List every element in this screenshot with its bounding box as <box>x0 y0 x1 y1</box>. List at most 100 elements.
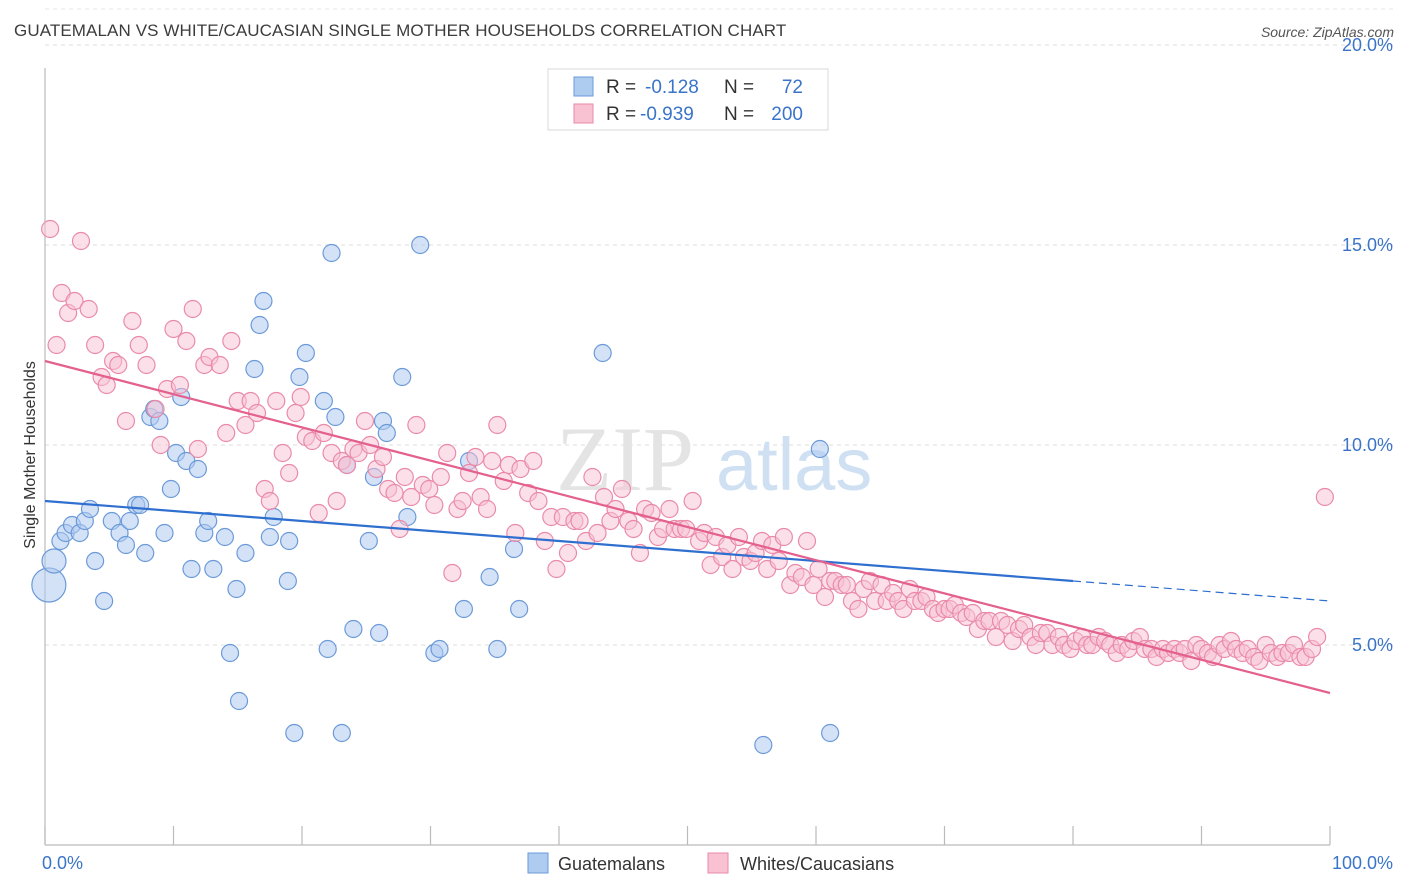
point-whites-11 <box>109 355 128 375</box>
point-guatemalans-25 <box>182 559 201 579</box>
point-whites-2 <box>52 283 71 303</box>
point-whites-28 <box>222 331 241 351</box>
point-whites-19 <box>164 319 183 339</box>
point-whites-22 <box>183 299 202 319</box>
point-guatemalans-39 <box>264 507 283 527</box>
point-guatemalans-15 <box>130 495 150 515</box>
point-whites-85 <box>558 543 578 563</box>
legend-swatch-guatemalans <box>527 852 549 874</box>
point-whites-32 <box>247 403 267 423</box>
trend-line-whites <box>44 359 1331 695</box>
point-guatemalans-70 <box>810 439 829 459</box>
data-points <box>31 219 1334 755</box>
point-whites-47 <box>337 455 357 475</box>
point-whites-45 <box>327 491 346 511</box>
point-guatemalans-35 <box>245 359 264 379</box>
point-whites-89 <box>583 467 602 487</box>
y-tick-label-1: 10.0% <box>1342 435 1393 455</box>
stats-r-label-2: R = <box>606 104 636 125</box>
point-guatemalans-64 <box>480 567 499 587</box>
point-guatemalans-51 <box>344 619 363 639</box>
point-guatemalans-45 <box>314 391 333 411</box>
point-guatemalans-40 <box>278 571 297 591</box>
point-whites-37 <box>280 463 299 483</box>
source-credit: Source: ZipAtlas.com <box>1260 24 1394 40</box>
stats-n-value-1: 72 <box>782 77 803 98</box>
point-whites-135 <box>849 599 868 619</box>
point-whites-12 <box>116 411 136 431</box>
point-guatemalans-34 <box>236 543 255 563</box>
stats-swatch-blue <box>573 76 594 97</box>
point-whites-6 <box>79 299 98 319</box>
point-guatemalans-44 <box>296 343 315 363</box>
trend-lines <box>44 359 1331 695</box>
point-guatemalans-62 <box>454 599 474 619</box>
point-guatemalans-31 <box>220 643 240 663</box>
chart-title: GUATEMALAN VS WHITE/CAUCASIAN SINGLE MOT… <box>14 21 787 40</box>
point-whites-97 <box>630 543 650 563</box>
point-whites-0 <box>41 219 60 239</box>
point-whites-53 <box>373 447 393 467</box>
point-guatemalans-66 <box>504 539 524 559</box>
y-tick-label-0: 5.0% <box>1352 635 1393 655</box>
point-guatemalans-33 <box>229 691 249 711</box>
point-guatemalans-9 <box>95 591 114 611</box>
point-whites-17 <box>151 435 170 455</box>
point-whites-216 <box>1315 487 1334 507</box>
point-guatemalans-42 <box>285 723 304 743</box>
point-whites-69 <box>466 447 485 467</box>
watermark-atlas: atlas <box>716 423 872 506</box>
point-guatemalans-8 <box>86 551 105 571</box>
stats-r-value-1: -0.128 <box>645 77 699 98</box>
point-guatemalans-65 <box>488 639 507 659</box>
stats-box: R = -0.128 N = 72 R = -0.939 N = 200 <box>547 68 829 131</box>
point-guatemalans-41 <box>280 531 299 551</box>
point-guatemalans-0 <box>31 567 67 603</box>
trend-line-guatemalans <box>44 499 1074 583</box>
stats-r-value-2: -0.939 <box>640 104 694 125</box>
point-guatemalans-26 <box>188 459 208 479</box>
point-whites-133 <box>837 575 856 595</box>
legend: Guatemalans Whites/Caucasians <box>527 852 894 874</box>
point-whites-96 <box>624 519 643 539</box>
point-whites-7 <box>86 335 105 355</box>
point-guatemalans-57 <box>393 367 412 387</box>
point-guatemalans-52 <box>359 531 378 551</box>
stats-swatch-pink <box>573 103 594 124</box>
stats-r-label-1: R = <box>606 77 636 98</box>
point-guatemalans-56 <box>377 423 396 443</box>
point-whites-39 <box>291 387 310 407</box>
point-guatemalans-46 <box>318 639 337 659</box>
point-whites-35 <box>267 391 286 411</box>
point-whites-73 <box>488 415 507 435</box>
point-whites-20 <box>170 375 190 395</box>
point-whites-5 <box>71 231 91 251</box>
point-guatemalans-30 <box>215 527 234 547</box>
point-whites-113 <box>723 559 742 579</box>
x-tick-labels: 0.0% 100.0% <box>42 853 1393 873</box>
point-whites-55 <box>385 483 404 503</box>
point-whites-83 <box>547 559 566 579</box>
point-whites-121 <box>769 551 788 571</box>
point-whites-23 <box>188 439 208 459</box>
x-tick-label-min: 0.0% <box>42 853 83 873</box>
point-whites-36 <box>273 443 292 463</box>
point-guatemalans-12 <box>116 535 136 555</box>
point-whites-34 <box>260 491 279 511</box>
point-whites-102 <box>660 499 679 519</box>
y-axis-label: Single Mother Households <box>22 361 39 549</box>
point-whites-57 <box>395 467 414 487</box>
point-whites-64 <box>438 443 457 463</box>
point-whites-215 <box>1308 627 1327 647</box>
point-guatemalans-69 <box>754 735 773 755</box>
axes <box>44 68 1331 846</box>
point-whites-77 <box>511 459 530 479</box>
point-whites-80 <box>529 491 548 511</box>
point-whites-62 <box>425 495 444 515</box>
point-guatemalans-68 <box>593 343 612 363</box>
point-whites-106 <box>683 491 702 511</box>
point-whites-129 <box>815 587 835 607</box>
point-whites-27 <box>217 423 236 443</box>
point-whites-94 <box>612 479 632 499</box>
